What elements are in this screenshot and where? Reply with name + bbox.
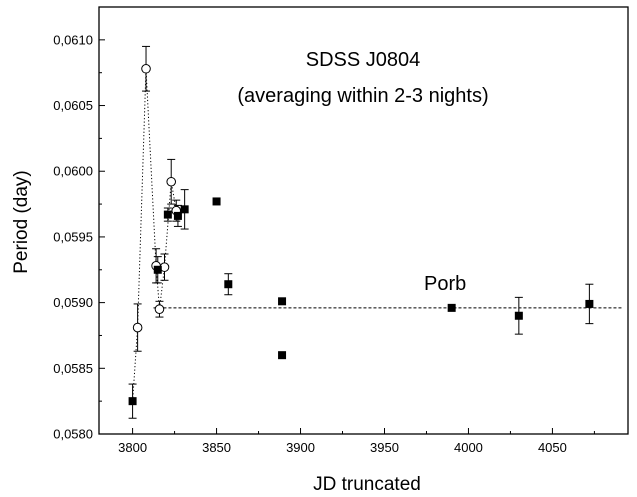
filled-square-point (224, 280, 233, 289)
y-tick-label: 0,0585 (53, 361, 93, 376)
y-tick-label: 0,0600 (53, 164, 93, 179)
y-tick-label: 0,0580 (53, 427, 93, 442)
x-tick-label: 4050 (538, 440, 567, 455)
open-circle-point (141, 63, 151, 74)
y-tick-label: 0,0590 (53, 295, 93, 310)
filled-square-point (278, 351, 287, 360)
chart-subtitle: (averaging within 2-3 nights) (237, 85, 488, 107)
filled-square-point (173, 211, 182, 220)
x-tick-label: 4000 (454, 440, 483, 455)
x-axis-ticks: 3800 3850 3900 3950 4000 4050 (118, 428, 595, 455)
filled-square-point (212, 197, 221, 206)
plot-frame (98, 6, 629, 435)
chart-title: SDSS J0804 (306, 49, 421, 71)
filled-square-point (514, 311, 523, 320)
filled-square-point (585, 299, 594, 308)
filled-square-point (278, 297, 287, 306)
y-axis-title: Period (day) (11, 170, 32, 274)
open-circle-series-line (132, 68, 177, 402)
filled-square-point (163, 210, 172, 219)
series-lines-layer (132, 68, 177, 402)
x-tick-label: 3850 (202, 440, 231, 455)
filled-square-point (128, 397, 137, 406)
filled-square-point (153, 265, 162, 274)
x-tick-label: 3950 (370, 440, 399, 455)
open-circle-point (132, 322, 143, 333)
x-axis-title: JD truncated (313, 474, 421, 495)
y-tick-label: 0,0605 (53, 98, 93, 113)
porb-annotation: Porb (424, 273, 466, 295)
markers-layer (128, 63, 594, 406)
filled-square-point (180, 205, 189, 214)
y-axis-ticks: 0,0580 0,0585 0,0590 0,0595 0,0600 0,0605 0,06… (53, 32, 105, 442)
filled-square-point (447, 303, 456, 312)
open-circle-point (166, 176, 177, 187)
open-circle-point (154, 304, 165, 314)
y-tick-label: 0,0595 (53, 229, 93, 244)
x-tick-label: 3800 (118, 440, 147, 455)
x-tick-label: 3900 (286, 440, 315, 455)
y-tick-label: 0,0610 (53, 32, 93, 47)
